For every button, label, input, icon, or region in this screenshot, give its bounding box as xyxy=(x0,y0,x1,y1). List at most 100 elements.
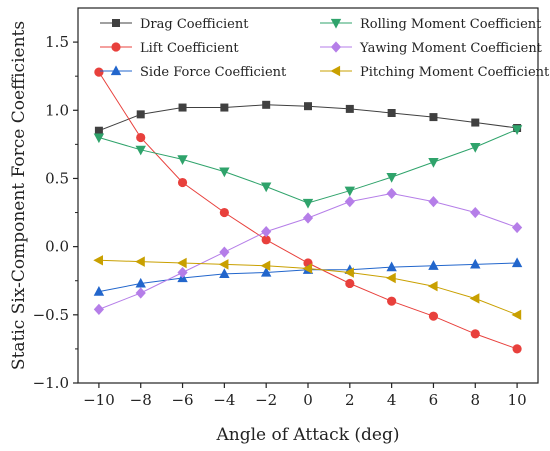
pitching-moment-coefficient-point xyxy=(469,293,480,304)
x-tick-label: 4 xyxy=(387,391,397,409)
rolling-moment-coefficient-series xyxy=(93,125,523,209)
legend-marker xyxy=(330,41,342,53)
y-tick-label: −1.0 xyxy=(33,374,69,392)
x-tick-label: −2 xyxy=(255,391,277,409)
yawing-moment-coefficient-point xyxy=(261,226,272,238)
yawing-moment-coefficient-point xyxy=(177,266,188,279)
y-tick-label: 1.0 xyxy=(45,101,69,119)
ticks: −10 −8 −6 −4 −2 0 2 4 6 8 10 −1.0 −0.5 0.0 0.5 1.0 1.5 xyxy=(33,33,527,409)
legend-marker xyxy=(330,65,341,77)
lift-coefficient-point xyxy=(387,296,397,306)
legend-item-yawing-moment-coefficient: Yawing Moment Coefficient xyxy=(320,41,543,56)
side-force-coefficient-point xyxy=(386,261,397,272)
yawing-moment-coefficient-point xyxy=(344,196,355,208)
drag-coefficient-point xyxy=(304,102,312,111)
legend-label: Side Force Coefficient xyxy=(140,65,287,80)
x-tick-label: −6 xyxy=(171,391,193,409)
pitching-moment-coefficient-point xyxy=(344,267,354,278)
side-force-coefficient-point xyxy=(135,277,146,288)
pitching-moment-coefficient-point xyxy=(511,309,522,321)
side-force-coefficient-point xyxy=(260,266,272,277)
drag-coefficient-point xyxy=(220,103,229,112)
y-tick-label: 0.0 xyxy=(45,238,69,256)
x-tick-label: −8 xyxy=(130,391,152,409)
drag-coefficient-point xyxy=(429,113,438,122)
drag-coefficient-series xyxy=(94,100,522,135)
lift-coefficient-point xyxy=(94,67,104,77)
y-tick-label: 1.5 xyxy=(45,33,69,51)
legend-item-drag-coefficient: Drag Coefficient xyxy=(100,17,249,32)
legend-label: Yawing Moment Coefficient xyxy=(359,41,543,56)
lift-coefficient-point xyxy=(177,177,188,188)
yawing-moment-coefficient-point xyxy=(470,206,481,219)
x-tick-label: 0 xyxy=(303,391,313,409)
drag-coefficient-point xyxy=(471,118,480,127)
rolling-moment-coefficient-point xyxy=(219,167,230,178)
lift-coefficient-point xyxy=(345,278,355,289)
pitching-moment-coefficient-point xyxy=(302,263,313,274)
rolling-moment-coefficient-point xyxy=(386,172,397,183)
legend-marker xyxy=(111,42,121,52)
legend-item-side-force-coefficient: Side Force Coefficient xyxy=(100,65,287,80)
side-force-coefficient-point xyxy=(470,258,481,269)
y-tick-label: −0.5 xyxy=(33,306,69,324)
pitching-moment-coefficient-point xyxy=(260,260,271,271)
lift-coefficient-series xyxy=(94,67,522,354)
drag-coefficient-point xyxy=(345,104,354,113)
lift-coefficient-point xyxy=(219,207,229,218)
x-tick-label: 6 xyxy=(429,391,439,409)
drag-coefficient-point xyxy=(387,109,396,117)
lift-coefficient-line xyxy=(98,71,518,350)
yawing-moment-coefficient-series xyxy=(93,187,523,315)
lift-coefficient-point xyxy=(512,344,522,354)
rolling-moment-coefficient-point xyxy=(135,145,146,156)
rolling-moment-coefficient-point xyxy=(302,198,314,209)
legend-marker xyxy=(330,18,342,29)
pitching-moment-coefficient-point xyxy=(218,259,229,270)
drag-coefficient-point xyxy=(262,100,271,109)
yawing-moment-coefficient-point xyxy=(428,196,439,208)
legend-item-lift-coefficient: Lift Coefficient xyxy=(100,41,239,56)
yawing-moment-coefficient-point xyxy=(302,212,314,224)
side-force-coefficient-point xyxy=(428,260,439,270)
side-force-coefficient-point xyxy=(93,286,105,296)
x-tick-label: 8 xyxy=(470,391,480,409)
yawing-moment-coefficient-point xyxy=(386,187,397,200)
lift-coefficient-point xyxy=(470,329,480,339)
lift-coefficient-point xyxy=(261,235,271,245)
x-tick-label: 2 xyxy=(345,391,355,409)
pitching-moment-coefficient-point xyxy=(386,272,396,284)
x-axis-title: Angle of Attack (deg) xyxy=(215,425,399,445)
x-tick-label: −10 xyxy=(83,391,115,409)
rolling-moment-coefficient-line xyxy=(98,128,518,204)
legend-marker xyxy=(110,65,122,76)
legend-marker xyxy=(112,19,120,27)
lift-coefficient-point xyxy=(136,132,146,143)
pitching-moment-coefficient-point xyxy=(176,257,187,269)
legend-label: Rolling Moment Coefficient xyxy=(360,17,542,32)
rolling-moment-coefficient-point xyxy=(428,157,439,168)
pitching-moment-coefficient-point xyxy=(427,280,438,292)
legend-item-pitching-moment-coefficient: Pitching Moment Coefficient xyxy=(320,65,550,80)
side-force-coefficient-point xyxy=(511,257,523,268)
x-tick-label: −4 xyxy=(213,391,235,409)
drag-coefficient-point xyxy=(136,110,145,119)
pitching-moment-coefficient-point xyxy=(135,256,145,267)
yawing-moment-coefficient-point xyxy=(219,246,230,258)
x-tick-label: 10 xyxy=(508,391,527,409)
legend: Drag Coefficient Lift Coefficient Side For… xyxy=(100,17,550,80)
legend-label: Lift Coefficient xyxy=(140,41,239,56)
legend-item-rolling-moment-coefficient: Rolling Moment Coefficient xyxy=(320,17,542,32)
drag-coefficient-point xyxy=(94,126,103,135)
side-force-coefficient-point xyxy=(219,268,230,279)
rolling-moment-coefficient-point xyxy=(470,142,481,153)
yawing-moment-coefficient-point xyxy=(511,221,523,234)
pitching-moment-coefficient-series xyxy=(93,255,522,321)
rolling-moment-coefficient-point xyxy=(344,186,356,197)
series-layer xyxy=(93,67,523,354)
rolling-moment-coefficient-point xyxy=(93,133,105,144)
yawing-moment-coefficient-point xyxy=(93,303,105,315)
legend-label: Pitching Moment Coefficient xyxy=(360,65,550,80)
rolling-moment-coefficient-point xyxy=(511,125,523,135)
